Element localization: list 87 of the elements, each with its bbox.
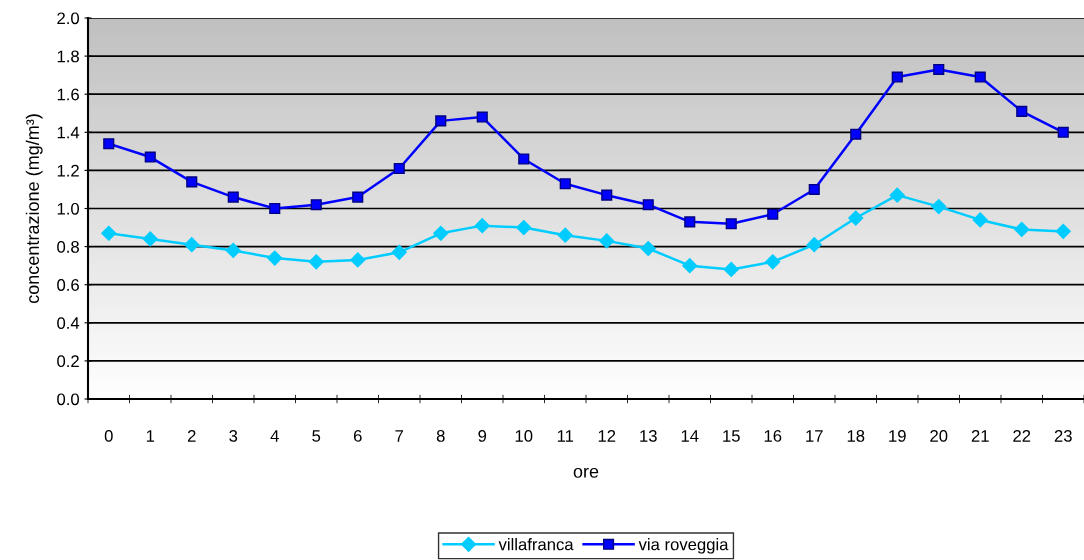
x-tick-label: 19 xyxy=(889,430,906,442)
point xyxy=(144,151,156,163)
point xyxy=(267,250,283,266)
x-tick-label: 12 xyxy=(598,430,616,442)
x-tick-label: 1 xyxy=(146,430,155,442)
x-tick-label: 17 xyxy=(806,430,823,442)
point xyxy=(308,254,324,270)
point xyxy=(642,199,654,211)
y-tick-label: 0.4 xyxy=(57,317,80,329)
x-tick-label: 10 xyxy=(515,430,533,442)
x-tick-label: 7 xyxy=(395,430,404,442)
x-tick-label: 22 xyxy=(1013,430,1031,442)
y-tick-label: 0.8 xyxy=(57,241,79,253)
point xyxy=(269,202,281,215)
y-tick-label: 1.0 xyxy=(57,202,80,215)
point xyxy=(435,115,447,127)
x-tick-label: 2 xyxy=(187,430,196,442)
point xyxy=(184,237,200,253)
x-tick-label: 0 xyxy=(104,430,113,442)
point xyxy=(684,216,696,228)
point xyxy=(808,183,820,196)
y-tick-label: 0.0 xyxy=(57,393,80,406)
point xyxy=(848,210,864,226)
point xyxy=(972,212,988,228)
point xyxy=(350,252,366,268)
x-tick-label: 18 xyxy=(847,430,865,442)
x-tick-label: 6 xyxy=(353,430,362,442)
y-axis-title: concentrazione (mg/m³) xyxy=(25,114,43,304)
point xyxy=(806,237,822,253)
point xyxy=(682,258,698,274)
point xyxy=(352,191,364,203)
x-tick-label: 5 xyxy=(312,430,321,442)
point xyxy=(889,187,905,203)
x-tick-label: 13 xyxy=(640,430,657,442)
point xyxy=(393,162,405,175)
point xyxy=(101,225,117,241)
point xyxy=(227,191,239,203)
point xyxy=(931,199,947,215)
point xyxy=(767,208,779,220)
point xyxy=(433,225,449,241)
point xyxy=(474,218,490,234)
y-tick-label: 1.2 xyxy=(57,164,79,177)
x-tick-label: 4 xyxy=(270,430,279,442)
point xyxy=(1014,221,1030,238)
point xyxy=(933,63,945,75)
legend-label: via roveggia xyxy=(638,538,729,554)
x-tick-label: 14 xyxy=(681,430,699,442)
point xyxy=(225,242,241,258)
point xyxy=(476,111,488,123)
x-tick-label: 23 xyxy=(1054,430,1072,442)
point xyxy=(103,138,115,150)
x-axis-title: ore xyxy=(573,467,599,478)
x-tick-label: 8 xyxy=(436,430,445,442)
point xyxy=(557,227,573,243)
y-tick-label: 1.6 xyxy=(57,88,79,101)
x-tick-label: 21 xyxy=(971,430,989,442)
y-tick-label: 0.2 xyxy=(57,355,79,368)
y-tick-label: 2.0 xyxy=(57,12,80,25)
point xyxy=(518,153,530,165)
y-tick-label: 1.4 xyxy=(57,126,80,139)
point xyxy=(974,71,986,83)
point xyxy=(601,189,613,201)
x-tick-label: 20 xyxy=(930,430,948,442)
point xyxy=(640,240,656,257)
point xyxy=(850,128,862,140)
point xyxy=(1016,105,1028,117)
x-tick-label: 15 xyxy=(723,430,740,442)
point xyxy=(1055,223,1071,239)
y-tick-label: 0.6 xyxy=(57,279,79,291)
y-tick-label: 1.8 xyxy=(57,50,79,63)
point xyxy=(1057,126,1069,138)
point xyxy=(310,199,322,211)
point xyxy=(723,261,739,278)
x-tick-label: 9 xyxy=(478,430,487,442)
x-tick-label: 11 xyxy=(557,430,574,442)
point xyxy=(142,231,158,247)
point xyxy=(516,219,532,236)
point xyxy=(725,218,737,230)
point xyxy=(765,254,781,270)
point xyxy=(891,71,903,83)
point xyxy=(391,244,407,260)
x-tick-label: 3 xyxy=(229,430,238,442)
point xyxy=(559,178,571,190)
legend-label: villafranca xyxy=(498,538,574,551)
point xyxy=(599,233,615,249)
x-tick-label: 16 xyxy=(764,430,782,442)
point xyxy=(186,176,198,188)
